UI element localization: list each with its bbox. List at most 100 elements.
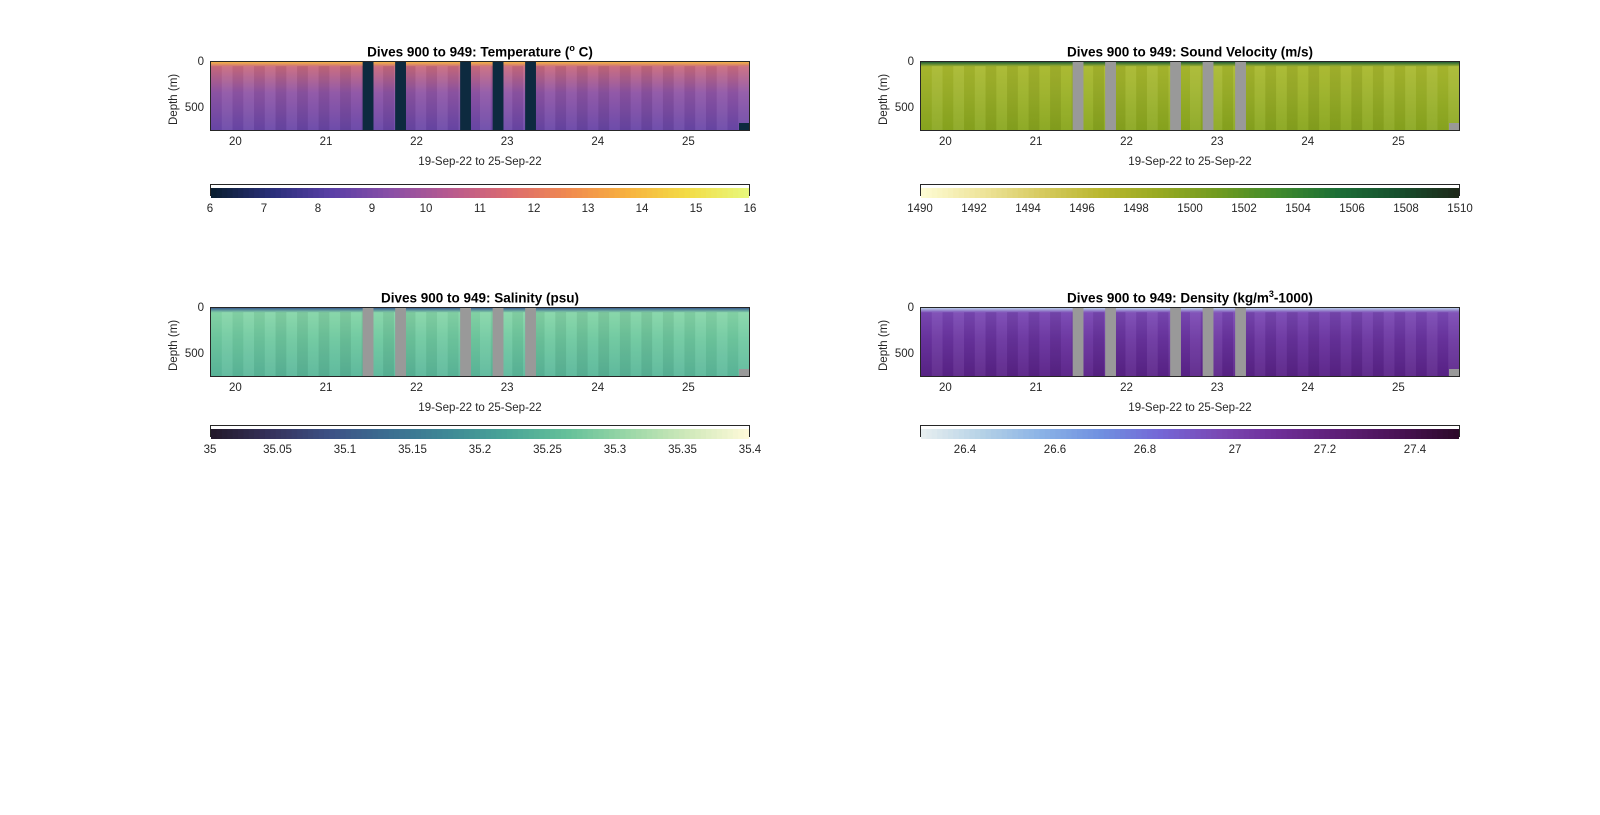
colorbar-segment [490,429,497,439]
colorbar-segment [1281,429,1288,439]
colorbar-segment [1173,188,1180,198]
colorbar-segment [1399,429,1406,439]
colorbar-segment [958,429,965,439]
dive-column [1093,312,1104,376]
colorbar-tick-label: 35 [203,444,217,456]
data-gap [739,123,749,130]
dive-column [318,312,330,376]
colorbar-segment [544,429,551,439]
colorbar-segment [393,429,400,439]
dive-column [233,66,244,130]
colorbar-segment [1017,429,1024,439]
colorbar-segment [420,188,427,198]
dive-column [480,312,491,376]
colorbar-segment [619,429,626,439]
dive-column [1265,312,1277,376]
colorbar-segment [1195,188,1202,198]
dive-column [254,66,265,130]
colorbar-segment [630,188,637,198]
dive-column [921,312,932,376]
dive-column [1426,312,1438,376]
dive-column [555,66,567,130]
colorbar-segment [1028,188,1035,198]
colorbar-segment [350,188,357,198]
colorbar-segment [377,188,384,198]
colorbar-segment [689,188,696,198]
colorbar-segment [931,188,938,198]
data-gap [362,62,374,130]
x-tick-label: 24 [1301,136,1315,148]
y-tick-label: 500 [894,348,914,360]
colorbar-segment [1077,188,1083,198]
colorbar-segment [458,429,465,439]
dive-column [297,312,308,376]
dive-column [1082,66,1093,130]
dive-column [1243,66,1255,130]
colorbar-segment [1383,188,1390,198]
colorbar-segment [668,429,675,439]
colorbar-segment [625,188,632,198]
colorbar-segment [243,429,250,439]
colorbar-segment [1276,188,1283,198]
dive-column [1158,66,1169,130]
colorbar-segment [291,429,298,439]
colorbar-segment [1103,429,1110,439]
colorbar-segment [512,429,519,439]
heatmap-field [211,62,749,130]
colorbar-segment [942,188,949,198]
dive-column [931,312,943,376]
colorbar-segment [1077,429,1083,439]
colorbar-segment [1378,429,1385,439]
colorbar-segment [1297,429,1304,439]
colorbar-segment [614,429,621,439]
dive-column [340,66,351,130]
colorbar-segment [323,188,330,198]
colorbar-segment [523,188,530,198]
x-tick-label: 22 [1120,136,1133,148]
dive-column [1372,66,1384,130]
colorbar-segment [689,429,696,439]
x-tick-label: 20 [228,382,242,394]
colorbar-tick-label: 8 [314,203,322,215]
colorbar-segment [652,188,659,198]
colorbar-tick-label: 16 [743,203,757,215]
heatmap-axes [920,61,1460,131]
colorbar-segment [539,188,546,198]
dive-column [555,312,567,376]
colorbar-segment [711,429,718,439]
colorbar-segment [216,429,223,439]
plot-title: Dives 900 to 949: Salinity (psu) [380,290,580,306]
dive-column [329,312,340,376]
colorbar-segment [1114,429,1121,439]
dive-column [1405,312,1416,376]
colorbar-segment [490,188,497,198]
colorbar-segment [974,188,981,198]
colorbar-segment [1120,429,1127,439]
colorbar-segment [1098,188,1105,198]
colorbar-tick-label: 35.35 [668,444,697,456]
plot-title: Dives 900 to 949: Density (kg/m3-1000) [1067,289,1313,306]
colorbar-segment [415,188,422,198]
colorbar-tick-label: 10 [419,203,433,215]
colorbar-tick-label: 1500 [1177,203,1203,215]
colorbar-segment [1351,188,1358,198]
x-tick-label: 23 [1210,382,1224,394]
colorbar-segment [517,429,524,439]
dive-column [576,66,588,130]
x-tick-label: 20 [228,136,242,148]
colorbar-segment [1179,188,1186,198]
x-tick-label: 22 [1120,382,1133,394]
colorbar-segment [1372,429,1379,439]
heatmap-field [921,62,1459,130]
colorbar-segment [1055,188,1062,198]
colorbar-segment [1125,188,1132,198]
colorbar-tick-label: 35.1 [333,444,357,456]
colorbar-segment [1410,188,1417,198]
colorbar-segment [1265,429,1272,439]
colorbar-segment [1286,429,1293,439]
colorbar-segment [1324,429,1331,439]
dive-column [1050,66,1061,130]
colorbar-segment [404,429,411,439]
colorbar-segment [334,188,341,198]
colorbar-tick-label: 35.2 [468,444,492,456]
